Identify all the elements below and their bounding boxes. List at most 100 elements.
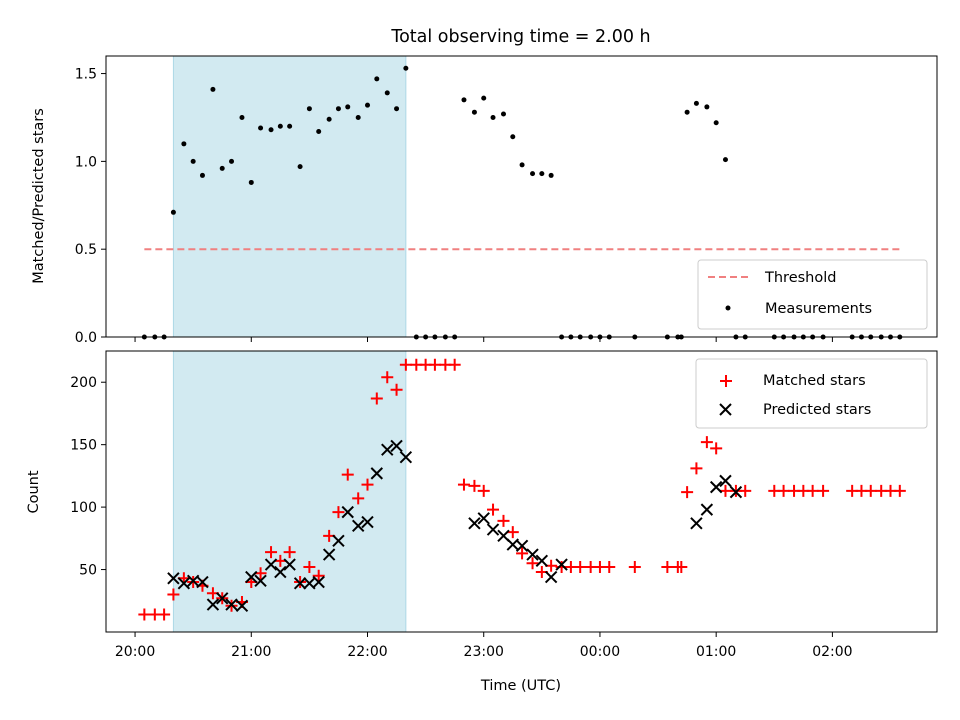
measurement-point — [335, 106, 341, 112]
predicted-star-point — [555, 558, 568, 571]
predicted-star-point — [399, 450, 413, 464]
matched-star-point — [628, 561, 641, 574]
predicted-star-point — [206, 598, 220, 611]
predicted-star-point — [515, 539, 529, 553]
measurement-point — [210, 86, 216, 92]
matched-star-point — [352, 492, 365, 505]
bottom-y-tick-label: 50 — [79, 563, 97, 579]
measurement-point — [190, 158, 196, 164]
matched-star-point — [265, 546, 278, 559]
predicted-star-point — [196, 575, 209, 589]
predicted-star-point — [535, 554, 549, 568]
matched-star-point — [526, 557, 539, 570]
predicted-star-point — [341, 505, 354, 519]
matched-star-point — [390, 383, 403, 396]
measurement-point — [268, 127, 274, 133]
measurement-point — [239, 114, 245, 120]
predicted-star-point — [332, 534, 345, 548]
bottom-x-tick-label: 23:00 — [464, 644, 504, 660]
matched-star-point — [381, 371, 394, 384]
bottom-y-tick-label: 100 — [70, 500, 97, 516]
matched-star-point — [341, 468, 354, 481]
measurement-point — [374, 76, 380, 82]
measurement-point — [684, 109, 690, 115]
bottom-x-tick-label: 01:00 — [696, 644, 736, 660]
measurement-point — [403, 65, 409, 71]
bottom-y-axis-label: Count — [26, 470, 42, 513]
matched-star-point — [506, 526, 519, 539]
measurement-point — [704, 104, 710, 110]
bottom-legend: Matched stars Predicted stars — [695, 358, 928, 429]
predicted-star-point — [322, 548, 336, 561]
bottom-shaded-interval — [172, 350, 407, 633]
top-y-tick-label: 0.5 — [75, 242, 97, 258]
bottom-data-marks — [138, 358, 906, 621]
matched-star-point — [332, 506, 345, 519]
top-y-axis-label: Matched/Predicted stars — [31, 108, 47, 284]
matched-star-point — [428, 358, 441, 371]
top-legend-frame — [697, 259, 928, 330]
matched-star-point — [806, 484, 819, 497]
matched-star-point — [468, 479, 481, 492]
matched-star-point — [497, 514, 510, 527]
matched-star-point — [574, 561, 587, 574]
matched-star-point — [448, 358, 461, 371]
predicted-star-point — [486, 523, 500, 536]
predicted-star-point — [477, 512, 490, 525]
matched-star-point — [254, 567, 267, 580]
measurement-point — [229, 158, 235, 164]
measurement-point — [345, 104, 351, 110]
matched-star-point — [158, 608, 171, 621]
measurement-point — [258, 125, 264, 131]
measurement-point — [316, 129, 322, 135]
bottom-axes: 50 100 150 200 20:00 21:00 22:00 23:00 00:00 01:0… — [70, 350, 938, 660]
matched-star-point — [516, 547, 529, 560]
bottom-legend-frame — [695, 358, 928, 429]
predicted-star-point — [719, 474, 732, 488]
bottom-x-tick-label: 22:00 — [347, 644, 387, 660]
legend-measurements-label: Measurements — [765, 301, 872, 317]
predicted-star-point — [390, 439, 403, 453]
matched-star-point — [690, 462, 703, 475]
predicted-star-point — [216, 592, 229, 605]
top-y-tick-label: 0.0 — [75, 330, 97, 346]
bottom-x-tick-label: 00:00 — [580, 644, 620, 660]
matched-star-point — [361, 478, 374, 491]
measurement-point — [722, 157, 728, 163]
top-axes: 0.0 0.5 1.0 1.5 — [75, 55, 938, 346]
matched-star-point — [777, 484, 790, 497]
measurement-point — [306, 106, 312, 112]
measurement-point — [219, 165, 225, 171]
predicted-star-point — [381, 443, 394, 456]
measurement-point — [530, 171, 536, 177]
predicted-star-point — [700, 503, 714, 516]
legend-predicted-swatch — [719, 403, 732, 416]
top-data-marks — [141, 65, 903, 340]
predicted-star-point — [361, 515, 374, 529]
predicted-star-point — [167, 572, 180, 585]
predicted-star-point — [274, 565, 287, 579]
matched-star-point — [661, 561, 674, 574]
matched-star-point — [700, 436, 713, 449]
top-y-tick-label: 1.5 — [75, 67, 97, 83]
measurement-point — [471, 109, 477, 115]
measurement-point — [548, 172, 554, 178]
measurement-point — [326, 116, 332, 122]
predicted-star-point — [293, 577, 307, 590]
measurement-point — [394, 106, 400, 112]
predicted-star-point — [225, 598, 238, 611]
legend-predicted-label: Predicted stars — [763, 402, 871, 418]
matched-star-point — [283, 546, 296, 559]
bottom-panel: 50 100 150 200 20:00 21:00 22:00 23:00 00:00 01:0… — [26, 350, 938, 694]
top-shaded-interval — [172, 55, 407, 338]
matched-star-point — [893, 484, 906, 497]
predicted-star-point — [177, 577, 191, 590]
predicted-star-point — [729, 485, 743, 499]
predicted-star-point — [468, 517, 481, 530]
top-plot-area — [172, 55, 407, 338]
top-axes-frame — [105, 55, 938, 338]
matched-star-point — [710, 442, 723, 455]
measurement-point — [539, 171, 545, 177]
matched-star-point — [719, 484, 732, 497]
